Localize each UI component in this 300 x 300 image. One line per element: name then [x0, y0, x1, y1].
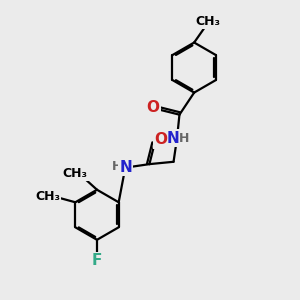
Text: N: N: [167, 131, 179, 146]
Text: CH₃: CH₃: [63, 167, 88, 180]
Text: F: F: [92, 253, 102, 268]
Text: H: H: [112, 160, 122, 173]
Text: CH₃: CH₃: [195, 15, 220, 28]
Text: CH₃: CH₃: [35, 190, 60, 203]
Text: H: H: [178, 132, 189, 145]
Text: O: O: [146, 100, 159, 116]
Text: O: O: [154, 133, 167, 148]
Text: N: N: [119, 160, 132, 175]
